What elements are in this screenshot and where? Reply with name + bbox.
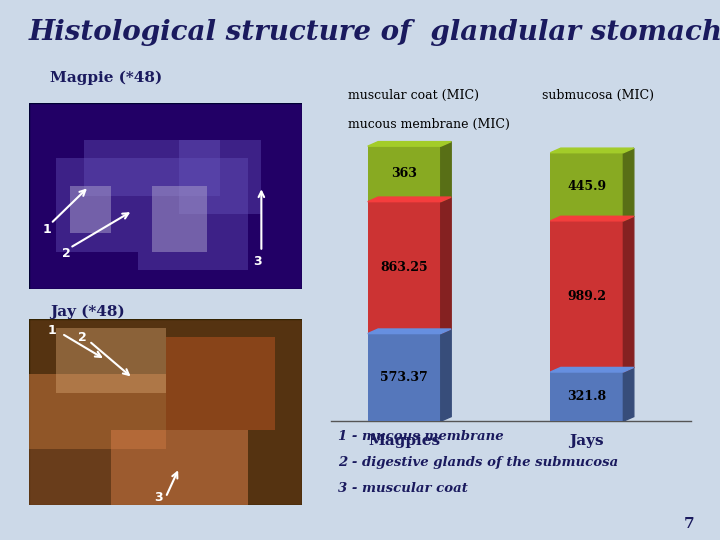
Polygon shape	[441, 197, 451, 334]
Bar	[368, 146, 441, 201]
Bar	[138, 159, 248, 270]
Text: 7: 7	[684, 517, 695, 531]
Bar	[84, 140, 220, 195]
Polygon shape	[368, 197, 451, 201]
Bar	[166, 337, 275, 430]
Bar	[550, 153, 624, 221]
Text: 2 - digestive glands of the submucosa: 2 - digestive glands of the submucosa	[338, 456, 618, 469]
Text: 573.37: 573.37	[380, 371, 428, 384]
Bar	[550, 372, 624, 421]
Text: 863.25: 863.25	[380, 261, 428, 274]
Text: 3: 3	[253, 255, 262, 268]
Text: 445.9: 445.9	[567, 180, 606, 193]
Polygon shape	[441, 329, 451, 421]
Text: Histological structure of  glandular stomach: Histological structure of glandular stom…	[29, 19, 720, 46]
Text: Jay (*48): Jay (*48)	[50, 305, 125, 320]
Text: 2: 2	[62, 247, 71, 260]
Polygon shape	[550, 217, 634, 221]
Text: Magpie (*48): Magpie (*48)	[50, 70, 163, 85]
Text: 3 - muscular coat: 3 - muscular coat	[338, 482, 468, 495]
Text: 989.2: 989.2	[567, 290, 606, 303]
Text: muscular coat (MIC): muscular coat (MIC)	[348, 89, 479, 102]
Polygon shape	[624, 148, 634, 221]
Text: 1: 1	[48, 323, 57, 336]
Polygon shape	[550, 367, 634, 372]
Polygon shape	[368, 329, 451, 334]
Text: 3: 3	[155, 491, 163, 504]
Bar	[550, 221, 624, 372]
Text: 2: 2	[78, 331, 87, 344]
Text: submucosa (MIC): submucosa (MIC)	[542, 89, 654, 102]
Bar	[368, 334, 441, 421]
Bar	[56, 159, 138, 252]
Bar	[179, 140, 261, 214]
Text: mucous membrane (MIC): mucous membrane (MIC)	[348, 118, 510, 131]
Text: 1: 1	[42, 223, 51, 236]
Bar	[152, 186, 207, 252]
Bar	[368, 201, 441, 334]
Polygon shape	[624, 217, 634, 372]
Text: 363: 363	[391, 167, 417, 180]
Polygon shape	[441, 141, 451, 201]
Polygon shape	[368, 141, 451, 146]
Bar	[29, 375, 166, 449]
Bar	[111, 430, 248, 505]
Polygon shape	[550, 148, 634, 153]
Bar	[70, 186, 111, 233]
Polygon shape	[624, 367, 634, 421]
Text: 1 - mucous membrane: 1 - mucous membrane	[338, 430, 504, 443]
Bar	[56, 328, 166, 393]
Text: 321.8: 321.8	[567, 390, 606, 403]
Bar	[29, 449, 111, 505]
